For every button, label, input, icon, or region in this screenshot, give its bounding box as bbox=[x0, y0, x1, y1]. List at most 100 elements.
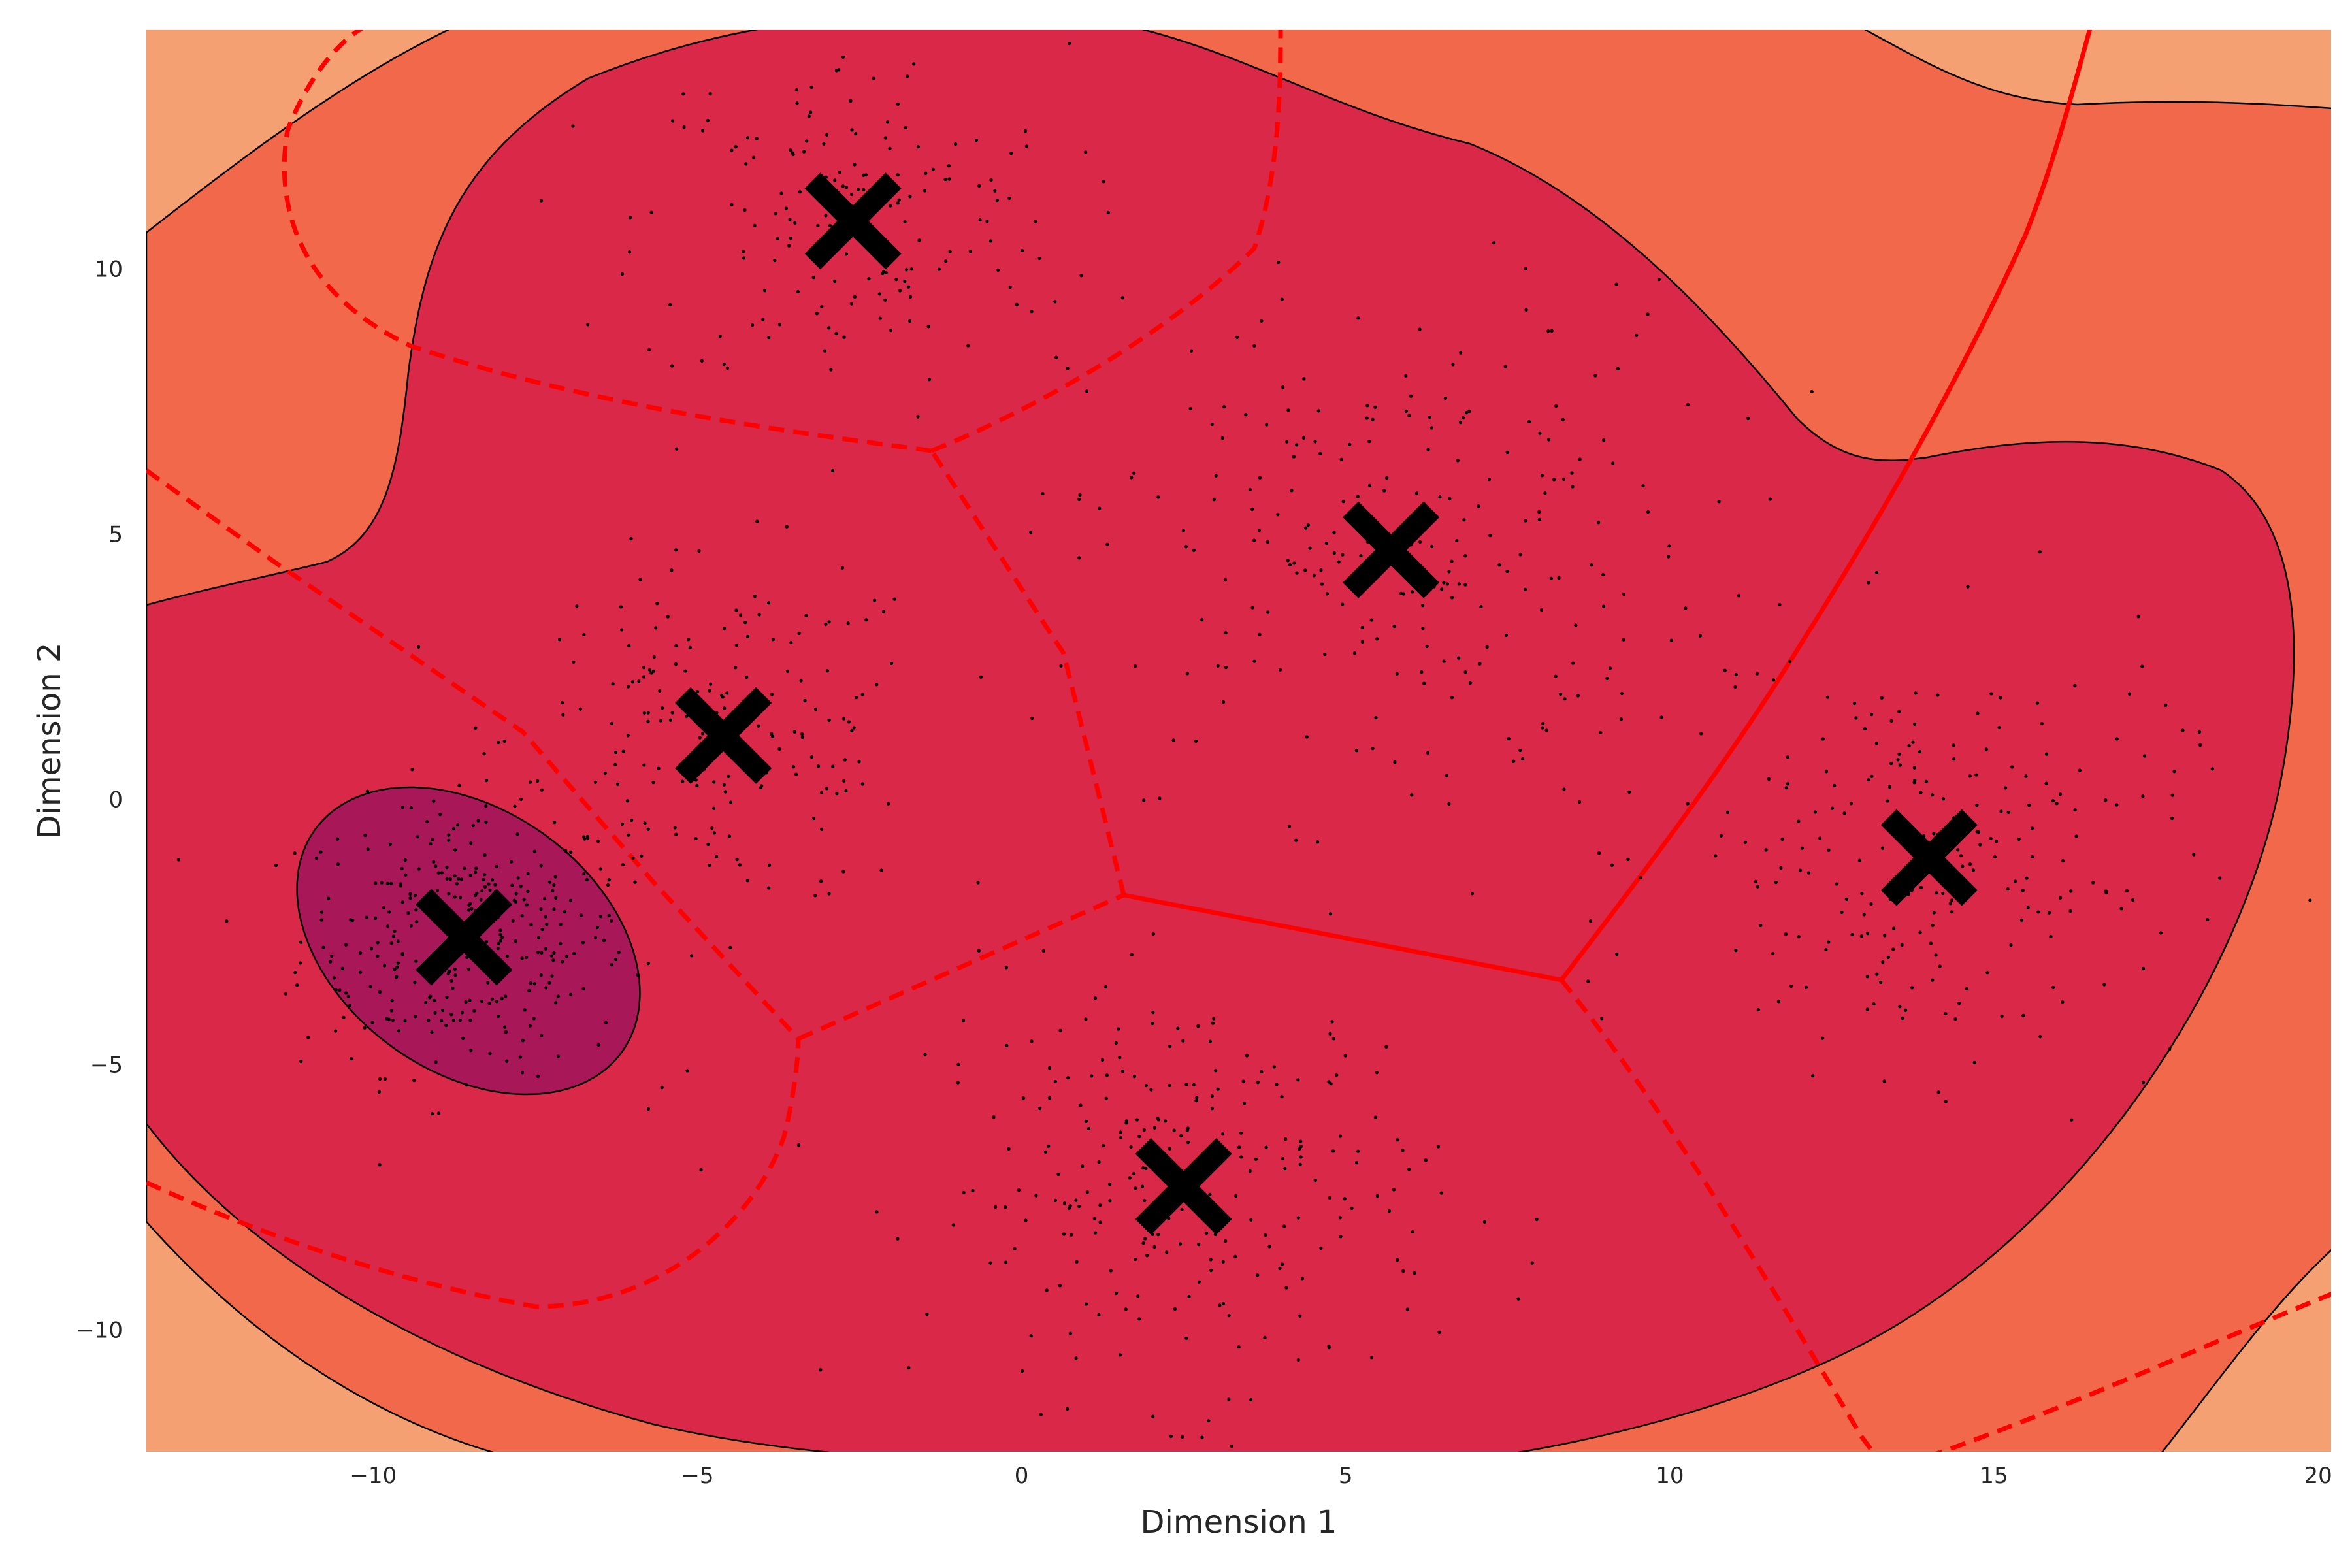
scatter-point bbox=[482, 752, 486, 756]
y-axis-label: Dimension 2 bbox=[31, 643, 68, 840]
scatter-point bbox=[1875, 972, 1879, 976]
scatter-point bbox=[795, 101, 799, 105]
scatter-point bbox=[1299, 1139, 1303, 1143]
scatter-point bbox=[1571, 485, 1575, 489]
scatter-point bbox=[642, 711, 646, 715]
scatter-point bbox=[1571, 661, 1575, 665]
scatter-point bbox=[722, 627, 727, 630]
scatter-point bbox=[2104, 890, 2108, 894]
scatter-point bbox=[996, 268, 1000, 272]
scatter-point bbox=[629, 537, 633, 541]
scatter-point bbox=[497, 1014, 500, 1019]
scatter-point bbox=[916, 415, 920, 419]
scatter-point bbox=[1181, 529, 1185, 532]
scatter-point bbox=[1646, 510, 1650, 514]
scatter-point bbox=[1989, 692, 1993, 696]
scatter-point bbox=[1021, 1369, 1024, 1373]
scatter-point bbox=[953, 142, 958, 146]
scatter-point bbox=[1129, 1145, 1133, 1149]
scatter-point bbox=[572, 660, 576, 664]
scatter-point bbox=[627, 833, 630, 837]
scatter-point bbox=[1295, 571, 1299, 575]
scatter-point bbox=[694, 836, 698, 841]
scatter-point bbox=[529, 923, 533, 927]
scatter-point bbox=[569, 850, 573, 854]
scatter-point bbox=[2115, 737, 2119, 741]
scatter-point bbox=[646, 719, 650, 723]
scatter-point bbox=[1778, 602, 1782, 607]
scatter-point bbox=[613, 750, 618, 755]
scatter-point bbox=[646, 1107, 651, 1111]
scatter-point bbox=[1186, 1126, 1190, 1130]
scatter-point bbox=[1283, 1166, 1287, 1171]
scatter-point bbox=[1684, 606, 1688, 610]
scatter-point bbox=[1196, 1024, 1200, 1028]
scatter-point bbox=[475, 891, 479, 895]
scatter-point bbox=[314, 856, 318, 860]
scatter-point bbox=[1062, 1201, 1066, 1205]
scatter-point bbox=[1487, 478, 1492, 482]
scatter-point bbox=[545, 923, 549, 926]
scatter-point bbox=[860, 693, 864, 696]
scatter-point bbox=[1934, 953, 1938, 957]
scatter-point bbox=[2192, 853, 2196, 857]
scatter-point bbox=[1327, 1344, 1331, 1348]
boundary-segment bbox=[1560, 978, 1876, 1452]
centroid-marker bbox=[1135, 1138, 1232, 1235]
scatter-point bbox=[430, 838, 434, 841]
scatter-point bbox=[1239, 1155, 1243, 1159]
scatter-point bbox=[1600, 1017, 1604, 1021]
scatter-point bbox=[1788, 659, 1792, 664]
scatter-point bbox=[299, 1059, 303, 1064]
scatter-point bbox=[1221, 700, 1226, 704]
scatter-point bbox=[520, 1071, 525, 1075]
scatter-point bbox=[1944, 1011, 1948, 1016]
scatter-point bbox=[1305, 735, 1309, 739]
scatter-point bbox=[1288, 563, 1292, 567]
scatter-point bbox=[1256, 1273, 1260, 1277]
scatter-point bbox=[1282, 1224, 1286, 1228]
scatter-point bbox=[1371, 747, 1375, 751]
scatter-point bbox=[1810, 389, 1814, 394]
scatter-point bbox=[734, 145, 738, 149]
scatter-point bbox=[2198, 743, 2202, 747]
scatter-point bbox=[2115, 803, 2119, 807]
scatter-point bbox=[787, 244, 791, 248]
scatter-point bbox=[796, 1143, 801, 1147]
scatter-point bbox=[453, 967, 457, 971]
scatter-point bbox=[456, 823, 460, 827]
scatter-point bbox=[809, 755, 813, 759]
scatter-point bbox=[526, 889, 530, 894]
scatter-point bbox=[931, 167, 935, 171]
scatter-point bbox=[389, 941, 393, 945]
scatter-point bbox=[721, 695, 725, 699]
scatter-point bbox=[1543, 491, 1547, 495]
scatter-point bbox=[1503, 365, 1507, 368]
scatter-point bbox=[1227, 1397, 1231, 1401]
scatter-point bbox=[582, 872, 586, 876]
scatter-point bbox=[1552, 478, 1556, 482]
scatter-point bbox=[1277, 261, 1281, 265]
scatter-point bbox=[1056, 1172, 1060, 1176]
scatter-point bbox=[1079, 1103, 1083, 1107]
scatter-point bbox=[368, 985, 372, 988]
scatter-point bbox=[875, 683, 879, 687]
scatter-point bbox=[722, 362, 726, 367]
scatter-point bbox=[447, 833, 451, 837]
scatter-point bbox=[1332, 531, 1336, 534]
scatter-point bbox=[510, 860, 514, 864]
y-tick-label: 0 bbox=[108, 787, 123, 813]
scatter-point bbox=[1938, 964, 1942, 968]
scatter-point bbox=[809, 110, 813, 114]
scatter-point bbox=[1004, 966, 1008, 970]
scatter-point bbox=[568, 898, 573, 902]
scatter-point bbox=[755, 519, 759, 523]
scatter-point bbox=[1105, 1073, 1109, 1077]
scatter-point bbox=[1957, 1001, 1961, 1005]
scatter-point bbox=[1382, 489, 1386, 493]
scatter-point bbox=[338, 988, 342, 992]
scatter-point bbox=[889, 329, 892, 333]
scatter-point bbox=[1233, 1254, 1237, 1258]
scatter-point bbox=[1561, 477, 1566, 481]
scatter-point bbox=[1034, 220, 1037, 223]
